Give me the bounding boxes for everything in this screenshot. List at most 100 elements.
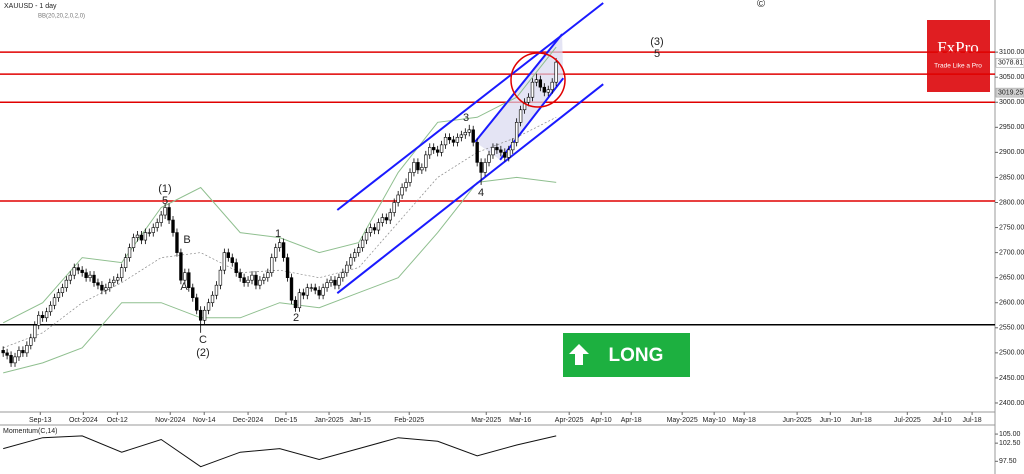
candle-body bbox=[195, 297, 199, 311]
y-tick-label: 2850.00 bbox=[999, 174, 1024, 181]
candle-body bbox=[396, 194, 400, 203]
candle-body bbox=[202, 309, 207, 321]
x-tick-label: Dec-15 bbox=[275, 417, 298, 424]
y-tick-label: 2750.00 bbox=[999, 224, 1024, 231]
candle-body bbox=[40, 314, 45, 319]
copyright: © bbox=[757, 0, 765, 10]
y-tick-label: 2650.00 bbox=[999, 275, 1024, 282]
candle-body bbox=[266, 272, 270, 278]
candle-body bbox=[72, 267, 76, 276]
candle-body bbox=[100, 284, 104, 291]
candle-body bbox=[159, 214, 163, 223]
candle-body bbox=[317, 289, 321, 296]
x-tick-label: May-10 bbox=[702, 417, 725, 424]
x-tick-label: Apr-2025 bbox=[555, 417, 584, 424]
x-tick-label: Jul-2025 bbox=[894, 417, 921, 424]
x-tick-label: Apr-10 bbox=[591, 417, 612, 424]
candle-body bbox=[293, 299, 298, 309]
candle-body bbox=[29, 337, 33, 346]
candle-body bbox=[471, 129, 475, 143]
candle-body bbox=[459, 134, 464, 138]
trend-line bbox=[336, 83, 604, 294]
candle-body bbox=[270, 257, 274, 273]
x-tick-label: Jun-2025 bbox=[783, 417, 812, 424]
candle-body bbox=[297, 292, 302, 309]
trend-line bbox=[499, 77, 565, 161]
candle-body bbox=[56, 292, 61, 299]
candle-body bbox=[420, 167, 424, 171]
candle-body bbox=[155, 222, 159, 228]
price-tag-label: 3078.81 bbox=[998, 60, 1023, 67]
candle-body bbox=[305, 287, 309, 296]
candle-body bbox=[325, 282, 329, 288]
x-tick-label: Mar-16 bbox=[509, 417, 531, 424]
candle-body bbox=[451, 139, 456, 143]
candle-body bbox=[384, 217, 388, 221]
logo-tagline: Trade Like a Pro bbox=[934, 63, 982, 70]
candle-body bbox=[21, 350, 25, 354]
candle-body bbox=[356, 247, 361, 253]
candle-body bbox=[313, 287, 317, 291]
candle-body bbox=[254, 274, 258, 286]
wave-label: A bbox=[180, 281, 188, 293]
y-tick-label: 2800.00 bbox=[999, 199, 1024, 206]
candle-body bbox=[234, 262, 238, 273]
candle-body bbox=[230, 257, 234, 263]
candle-body bbox=[518, 109, 523, 123]
chart-title: XAUUSD - 1 day bbox=[4, 3, 57, 10]
y-tick-label: 2950.00 bbox=[999, 124, 1024, 131]
candle-body bbox=[511, 142, 515, 151]
candle-body bbox=[135, 234, 140, 238]
candle-body bbox=[80, 269, 84, 273]
candle-body bbox=[372, 227, 377, 231]
candle-body bbox=[329, 279, 333, 283]
candle-body bbox=[321, 287, 325, 296]
x-tick-label: Jun-18 bbox=[850, 417, 872, 424]
x-tick-label: Jan-15 bbox=[350, 417, 372, 424]
wave-label: 4 bbox=[478, 187, 484, 199]
candle-body bbox=[258, 279, 262, 286]
momentum-tick-label: 97.50 bbox=[999, 458, 1017, 465]
indicator-label: BB(20,20,2,0,2,0) bbox=[38, 14, 85, 20]
candle-body bbox=[281, 242, 286, 258]
candle-body bbox=[392, 202, 396, 213]
y-tick-label: 2600.00 bbox=[999, 300, 1024, 307]
candle-body bbox=[139, 234, 144, 241]
candle-body bbox=[463, 132, 467, 136]
candle-body bbox=[214, 284, 219, 296]
candle-body bbox=[96, 282, 100, 286]
candle-body bbox=[432, 147, 436, 151]
candle-body bbox=[380, 217, 385, 223]
candle-body bbox=[88, 274, 92, 278]
wave-label: 2 bbox=[293, 312, 299, 324]
candle-body bbox=[542, 86, 546, 93]
candle-body bbox=[37, 314, 41, 326]
candle-body bbox=[226, 252, 230, 258]
logo-brand: FxPro bbox=[937, 38, 979, 57]
bb-upper bbox=[2, 46, 557, 324]
candle-body bbox=[218, 269, 223, 286]
candle-body bbox=[151, 227, 155, 233]
candle-body bbox=[491, 147, 495, 156]
candle-body bbox=[198, 309, 203, 321]
candle-body bbox=[143, 232, 148, 241]
candle-body bbox=[503, 152, 507, 158]
logo-box bbox=[927, 20, 990, 92]
candle-body bbox=[191, 287, 195, 299]
candle-body bbox=[467, 129, 471, 133]
wave-label: 5 bbox=[162, 195, 168, 207]
candle-body bbox=[439, 144, 444, 153]
candle-body bbox=[33, 324, 37, 339]
candle-body bbox=[1, 350, 5, 354]
wave-label: 1 bbox=[275, 228, 281, 240]
x-tick-label: Jul-10 bbox=[933, 417, 952, 424]
candle-body bbox=[479, 162, 483, 173]
candle-body bbox=[76, 267, 80, 271]
candle-body bbox=[443, 137, 448, 146]
x-tick-label: Mar-2025 bbox=[471, 417, 501, 424]
x-tick-label: Jun-10 bbox=[820, 417, 842, 424]
y-tick-label: 3000.00 bbox=[999, 99, 1024, 106]
candle-body bbox=[455, 137, 460, 143]
candle-body bbox=[483, 162, 487, 173]
candle-body bbox=[285, 257, 290, 278]
